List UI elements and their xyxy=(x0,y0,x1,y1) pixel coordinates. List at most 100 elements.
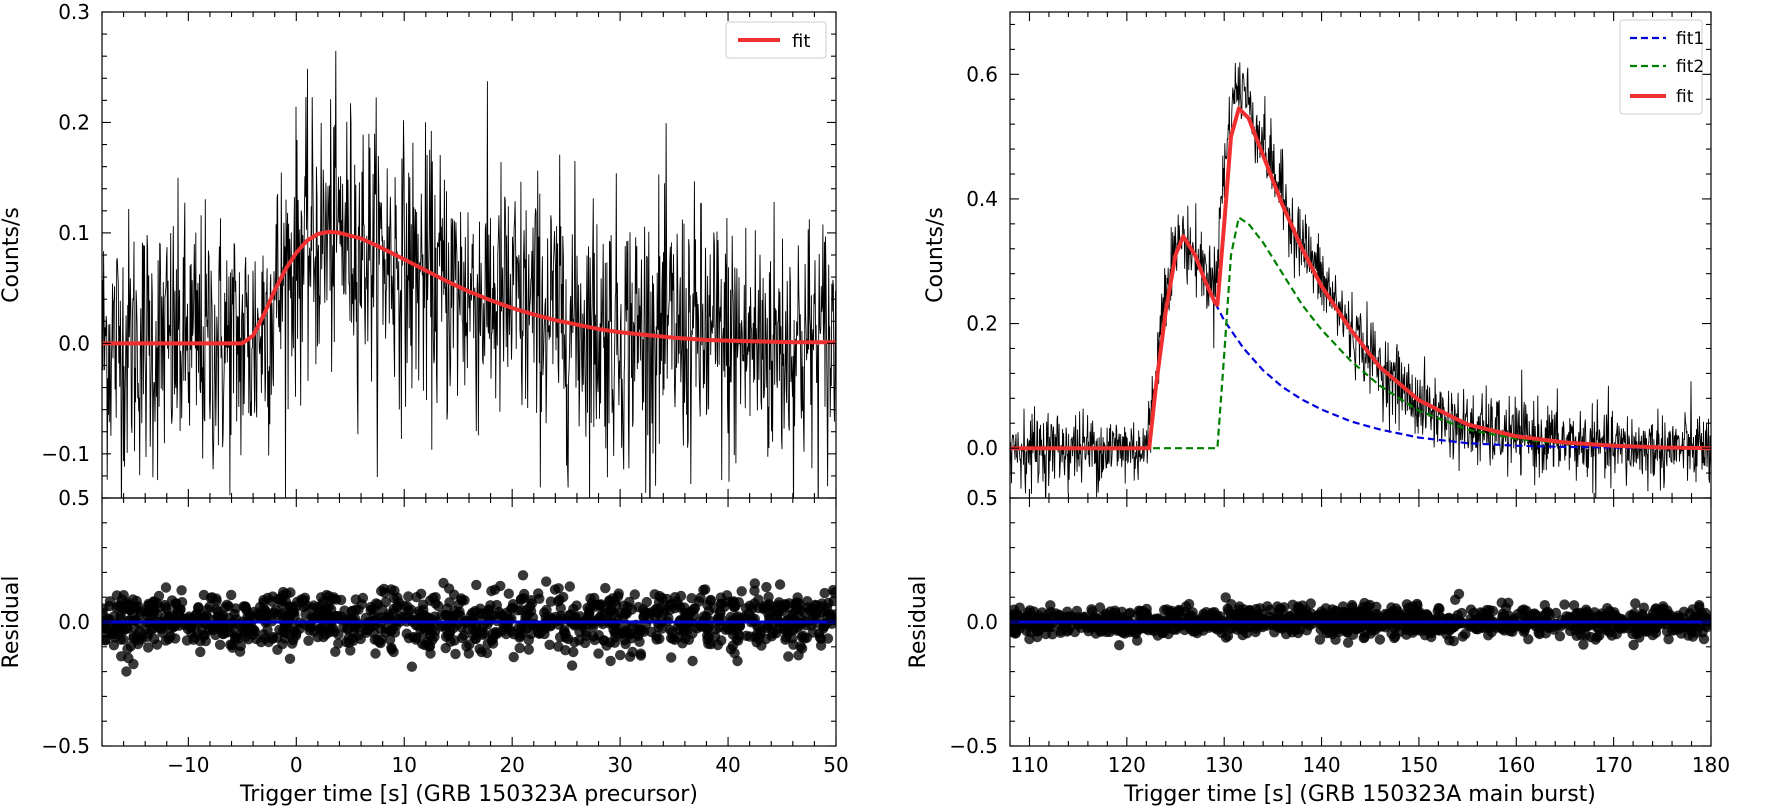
residual-point xyxy=(118,590,129,601)
right-bottom-axes: 110 120 130 140 150 160 170 180 −0.5 0.0 0.5 Resid… xyxy=(906,486,1730,807)
residual-point xyxy=(1629,608,1640,619)
residual-point xyxy=(365,605,376,616)
y-tick-label: 0.4 xyxy=(966,187,998,211)
residual-point xyxy=(1371,601,1382,612)
residual-point xyxy=(593,648,604,659)
residual-point xyxy=(544,639,555,650)
residual-point xyxy=(448,610,459,621)
residual-point xyxy=(1544,622,1555,633)
residual-point xyxy=(1014,602,1025,613)
y-tick-label: 0.0 xyxy=(58,331,90,355)
residual-point xyxy=(189,632,201,643)
residual-point xyxy=(1434,625,1446,636)
residual-point xyxy=(117,623,128,635)
residual-point xyxy=(389,585,400,596)
right-legend: fit1 fit2 fit xyxy=(1619,19,1704,115)
residual-point xyxy=(669,592,681,603)
residual-point xyxy=(1300,605,1312,616)
y-tick-label: −0.1 xyxy=(41,442,90,466)
residual-point xyxy=(229,633,241,644)
residual-point xyxy=(559,624,570,636)
residual-point xyxy=(481,647,493,659)
residual-point xyxy=(1578,639,1589,650)
residual-point xyxy=(1539,600,1551,611)
residual-point xyxy=(553,641,564,652)
residual-point xyxy=(534,593,545,604)
residual-point xyxy=(160,582,172,593)
residual-point xyxy=(1512,608,1524,620)
y-tick-label: 0.0 xyxy=(966,610,998,634)
residual-point xyxy=(1421,609,1432,620)
residual-point xyxy=(781,632,792,643)
residual-point xyxy=(646,626,657,638)
residual-point xyxy=(1500,602,1512,614)
residual-point xyxy=(266,596,278,607)
residual-point xyxy=(729,648,740,659)
residual-point xyxy=(1408,625,1419,636)
residual-point xyxy=(268,607,280,618)
residual-point xyxy=(104,596,116,607)
residual-point xyxy=(1287,627,1298,638)
residual-point xyxy=(764,599,775,610)
residual-point xyxy=(123,652,134,664)
residual-point xyxy=(487,628,498,639)
residual-point xyxy=(176,585,187,596)
residual-point xyxy=(200,618,211,630)
residual-point xyxy=(345,645,356,656)
residual-point xyxy=(652,607,663,619)
residual-point xyxy=(440,642,451,654)
series-fit-line xyxy=(1010,106,1711,451)
residual-point xyxy=(705,595,716,607)
residual-point xyxy=(356,599,367,610)
residual-point xyxy=(539,607,550,618)
residual-point xyxy=(1183,612,1194,623)
series-fit-line xyxy=(102,229,836,346)
residual-point xyxy=(709,631,721,642)
residual-point xyxy=(425,648,436,659)
residual-point xyxy=(444,628,455,639)
residual-point xyxy=(597,618,608,630)
residual-point xyxy=(654,633,665,644)
residual-point xyxy=(1386,602,1397,613)
right-legend-box xyxy=(1619,19,1703,115)
residual-point xyxy=(736,586,747,597)
right-bottom-ylabel: Residual xyxy=(906,576,931,669)
residual-point xyxy=(362,624,374,635)
residual-point xyxy=(589,592,600,604)
residual-point xyxy=(471,579,482,591)
residual-point xyxy=(1533,627,1544,638)
residual-point xyxy=(316,592,327,603)
residual-point xyxy=(143,642,154,653)
residual-point xyxy=(1010,628,1021,639)
residual-point xyxy=(503,588,514,599)
residual-point xyxy=(1411,598,1423,610)
residual-point xyxy=(284,653,296,664)
residual-point xyxy=(160,602,172,613)
residual-point xyxy=(118,634,129,645)
x-tick-label: 110 xyxy=(1010,753,1048,777)
residual-point xyxy=(1342,637,1354,648)
series-fit2-line xyxy=(1010,216,1711,450)
residual-point xyxy=(1021,625,1032,636)
residual-point xyxy=(766,631,777,642)
residual-point xyxy=(1448,635,1459,647)
residual-point xyxy=(304,622,316,633)
residual-point xyxy=(1109,605,1121,616)
residual-point xyxy=(129,615,140,626)
residual-point xyxy=(600,582,611,594)
residual-point xyxy=(375,637,386,649)
residual-point xyxy=(464,639,475,650)
residual-point xyxy=(1637,609,1648,620)
residual-point xyxy=(1568,600,1580,611)
residual-point xyxy=(388,646,399,658)
left-top-frame xyxy=(101,11,837,499)
residual-point xyxy=(1341,623,1353,635)
residual-point xyxy=(1571,608,1582,619)
left-legend: fit xyxy=(725,21,827,59)
residual-point xyxy=(732,635,744,646)
left-xlabel: Trigger time [s] (GRB 150323A precursor) xyxy=(239,782,698,807)
residual-point xyxy=(545,596,557,607)
residual-point xyxy=(435,621,446,632)
residual-point xyxy=(1050,608,1062,619)
residual-point xyxy=(749,585,760,596)
